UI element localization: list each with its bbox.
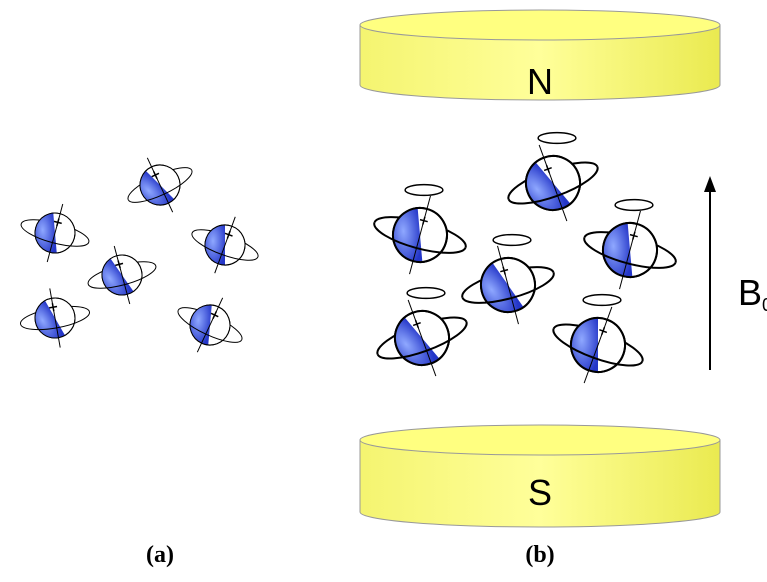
spin <box>13 195 96 271</box>
diagram: N S B0 (a) (b) <box>0 0 767 582</box>
spin <box>364 284 481 392</box>
spin <box>80 237 163 313</box>
proton-half <box>188 303 211 345</box>
precession-halo <box>493 235 531 246</box>
spin <box>15 282 94 353</box>
precession-halo <box>538 133 576 144</box>
field-arrow <box>704 176 716 370</box>
spin <box>540 291 657 399</box>
spins <box>13 129 686 399</box>
north-label: N <box>527 61 553 102</box>
precession-halo <box>583 295 621 306</box>
spin <box>166 283 255 367</box>
spin <box>574 199 686 302</box>
spin <box>116 143 205 227</box>
panel-label: (b) <box>525 542 554 568</box>
south-label: S <box>528 472 552 513</box>
precession-halo <box>405 185 443 196</box>
proton-half <box>33 213 56 255</box>
spin <box>495 129 612 237</box>
spin <box>364 184 476 287</box>
precession-halo <box>407 288 445 299</box>
panel-label: (a) <box>146 542 174 568</box>
spin <box>182 205 268 285</box>
field-label: B0 <box>738 272 767 315</box>
spin <box>452 234 564 337</box>
precession-halo <box>615 200 653 211</box>
